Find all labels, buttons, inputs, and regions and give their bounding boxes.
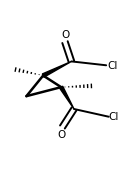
Text: O: O [61, 29, 69, 39]
Polygon shape [42, 61, 71, 77]
Text: O: O [57, 130, 65, 140]
Polygon shape [60, 86, 74, 109]
Text: Cl: Cl [107, 61, 118, 71]
Text: Cl: Cl [109, 112, 119, 122]
